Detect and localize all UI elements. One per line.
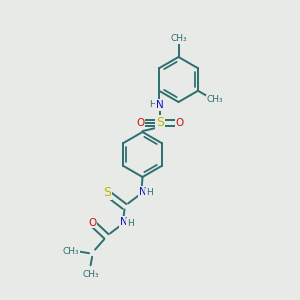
Text: H: H <box>149 100 155 109</box>
Text: CH₃: CH₃ <box>170 34 187 43</box>
Text: O: O <box>136 118 145 128</box>
Text: S: S <box>103 186 111 199</box>
Text: N: N <box>139 187 146 197</box>
Text: N: N <box>120 217 128 227</box>
Text: H: H <box>127 219 134 228</box>
Text: N: N <box>156 100 164 110</box>
Text: S: S <box>156 116 164 129</box>
Text: O: O <box>88 218 97 228</box>
Text: CH₃: CH₃ <box>63 247 80 256</box>
Text: CH₃: CH₃ <box>206 95 223 104</box>
Text: O: O <box>175 118 184 128</box>
Text: CH₃: CH₃ <box>82 270 99 279</box>
Text: H: H <box>146 188 153 197</box>
